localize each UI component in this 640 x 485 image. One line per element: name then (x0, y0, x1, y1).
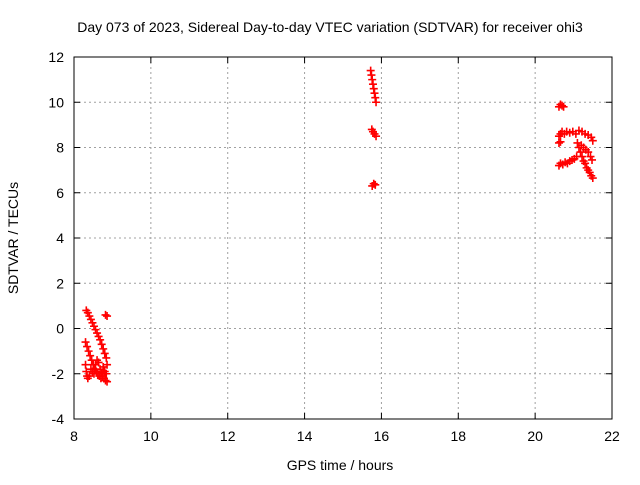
data-point (103, 360, 112, 369)
data-point (554, 138, 563, 147)
x-tick-label: 16 (374, 428, 390, 444)
y-tick-label: 8 (56, 140, 64, 156)
y-tick-label: 2 (56, 275, 64, 291)
y-axis-label: SDTVAR / TECUs (5, 182, 21, 294)
data-point (103, 377, 112, 386)
data-point (372, 98, 381, 107)
chart-title: Day 073 of 2023, Sidereal Day-to-day VTE… (77, 19, 583, 35)
x-tick-label: 20 (527, 428, 543, 444)
data-point (576, 148, 585, 157)
y-tick-label: 4 (56, 230, 64, 246)
data-point (99, 344, 108, 353)
data-point (588, 174, 597, 183)
x-tick-label: 8 (70, 428, 78, 444)
data-point (84, 347, 93, 356)
data-point (588, 155, 597, 164)
data-point (584, 148, 593, 157)
series-cluster-afternoon (366, 66, 381, 190)
data-point (581, 159, 590, 168)
x-axis-label: GPS time / hours (287, 457, 394, 473)
data-point (103, 312, 112, 321)
data-point (559, 102, 568, 111)
data-point (101, 310, 110, 319)
data-point (558, 101, 567, 110)
data-point (81, 360, 90, 369)
series-cluster-evening (554, 100, 597, 183)
x-tick-label: 10 (143, 428, 159, 444)
data-point (371, 180, 380, 189)
data-point (578, 152, 587, 161)
data-point (369, 179, 378, 188)
data-point (94, 358, 103, 367)
x-tick-label: 18 (450, 428, 466, 444)
x-tick-label: 22 (604, 428, 620, 444)
data-point (102, 369, 111, 378)
data-point (86, 351, 95, 360)
data-point (97, 340, 106, 349)
series-cluster-morning (81, 306, 112, 386)
data-point (89, 369, 98, 378)
y-axis-ticks: -4 -2 0 2 4 6 8 10 12 (48, 49, 612, 427)
data-point (83, 342, 92, 351)
data-point (556, 137, 565, 146)
data-point (96, 335, 105, 344)
y-tick-label: 0 (56, 321, 64, 337)
data-point (81, 338, 90, 347)
y-tick-label: -4 (52, 411, 65, 427)
y-tick-label: 6 (56, 185, 64, 201)
data-points (81, 66, 597, 386)
x-axis-ticks: 8 10 12 14 16 18 20 22 (70, 57, 620, 444)
grid-lines (74, 57, 612, 419)
data-point (372, 132, 381, 141)
data-point (101, 376, 110, 385)
data-point (100, 349, 109, 358)
x-tick-label: 12 (220, 428, 236, 444)
x-tick-label: 14 (297, 428, 313, 444)
data-point (85, 372, 94, 381)
y-tick-label: 10 (48, 94, 64, 110)
y-tick-label: 12 (48, 49, 64, 65)
data-point (102, 353, 111, 362)
y-tick-label: -2 (52, 366, 65, 382)
data-point (588, 136, 597, 145)
